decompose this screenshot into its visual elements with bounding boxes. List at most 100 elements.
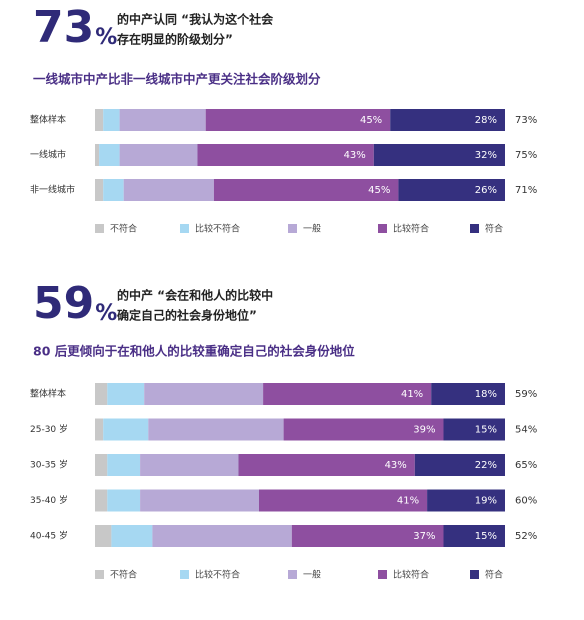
legend-label: 符合 — [485, 223, 503, 235]
value-label: 41% — [397, 496, 419, 507]
legend-label: 一般 — [303, 223, 321, 235]
total-label: 52% — [515, 531, 537, 542]
bar-segment — [148, 418, 284, 441]
bar-segment — [373, 144, 505, 166]
bar-segment — [95, 144, 100, 166]
headline-text: 的中产 “会在和他人的比较中 — [117, 288, 273, 303]
legend-label: 符合 — [485, 569, 503, 581]
bar-segment — [107, 383, 145, 405]
bar-segment — [140, 454, 239, 476]
bar-segment — [140, 489, 259, 512]
bar-segment — [144, 383, 264, 405]
bar-segment — [107, 454, 141, 476]
headline-unit: % — [95, 25, 117, 50]
bar-segment — [99, 144, 120, 166]
legend-swatch — [180, 570, 189, 579]
legend-swatch — [288, 224, 297, 233]
value-label: 41% — [401, 389, 423, 400]
bar-segment — [95, 489, 108, 512]
legend-swatch — [95, 224, 104, 233]
legend-swatch — [470, 570, 479, 579]
value-label: 45% — [360, 115, 382, 126]
headline-number: 73 — [33, 2, 94, 53]
bar-segment — [259, 489, 428, 512]
legend-swatch — [288, 570, 297, 579]
legend-label: 一般 — [303, 569, 321, 581]
total-label: 75% — [515, 150, 537, 161]
bar-segment — [213, 179, 399, 201]
value-label: 37% — [413, 531, 435, 542]
headline-text: 的中产认同 “我认为这个社会 — [117, 12, 274, 27]
value-label: 26% — [475, 185, 497, 196]
value-label: 19% — [475, 496, 497, 507]
bar-segment — [205, 109, 391, 131]
category-label: 整体样本 — [30, 388, 66, 400]
bar-segment — [95, 109, 104, 131]
legend-swatch — [378, 224, 387, 233]
bar-segment — [95, 525, 112, 547]
bar-segment — [283, 418, 444, 441]
value-label: 18% — [475, 389, 497, 400]
headline-number: 59 — [33, 278, 94, 329]
category-label: 35-40 岁 — [30, 494, 68, 506]
bar-segment — [103, 179, 124, 201]
value-label: 43% — [385, 460, 407, 471]
bar-segment — [119, 109, 206, 131]
total-label: 71% — [515, 185, 537, 196]
legend-label: 比较符合 — [393, 223, 429, 235]
bar-segment — [103, 109, 120, 131]
value-label: 15% — [475, 531, 497, 542]
bar-segment — [443, 525, 505, 547]
legend-swatch — [95, 570, 104, 579]
bar-segment — [414, 454, 505, 476]
bar-segment — [95, 383, 108, 405]
headline-text: 确定自己的社会身份地位” — [117, 308, 257, 323]
headline-text: 存在明显的阶级划分” — [116, 32, 233, 47]
subtitle: 一线城市中产比非一线城市中产更关注社会阶级划分 — [33, 72, 321, 87]
bar-segment — [152, 525, 292, 547]
bar-segment — [111, 525, 153, 547]
legend-label: 比较不符合 — [195, 223, 240, 235]
category-label: 一线城市 — [30, 149, 66, 161]
bar-segment — [443, 418, 505, 441]
total-label: 59% — [515, 389, 537, 400]
bar-segment — [291, 525, 444, 547]
bar-segment — [390, 109, 505, 131]
subtitle: 80 后更倾向于在和他人的比较重确定自己的社会身份地位 — [33, 344, 355, 359]
value-label: 45% — [368, 185, 390, 196]
category-label: 整体样本 — [30, 114, 66, 126]
legend-label: 比较不符合 — [195, 569, 240, 581]
bar-segment — [95, 179, 104, 201]
legend-label: 不符合 — [110, 223, 137, 235]
value-label: 32% — [475, 150, 497, 161]
category-label: 非一线城市 — [30, 184, 75, 196]
total-label: 54% — [515, 425, 537, 436]
bar-segment — [398, 179, 505, 201]
value-label: 28% — [475, 115, 497, 126]
bar-segment — [197, 144, 374, 166]
total-label: 65% — [515, 460, 537, 471]
value-label: 43% — [344, 150, 366, 161]
legend-label: 比较符合 — [393, 569, 429, 581]
bar-segment — [107, 489, 141, 512]
category-label: 30-35 岁 — [30, 459, 68, 471]
bar-segment — [95, 454, 108, 476]
legend-swatch — [378, 570, 387, 579]
category-label: 40-45 岁 — [30, 530, 68, 542]
bar-segment — [238, 454, 415, 476]
headline-unit: % — [95, 301, 117, 326]
legend-swatch — [470, 224, 479, 233]
bar-segment — [95, 418, 104, 441]
bar-segment — [119, 144, 198, 166]
value-label: 39% — [413, 425, 435, 436]
legend-swatch — [180, 224, 189, 233]
bar-segment — [427, 489, 505, 512]
value-label: 22% — [475, 460, 497, 471]
bar-segment — [103, 418, 149, 441]
legend-label: 不符合 — [110, 569, 137, 581]
category-label: 25-30 岁 — [30, 423, 68, 435]
bar-segment — [263, 383, 432, 405]
